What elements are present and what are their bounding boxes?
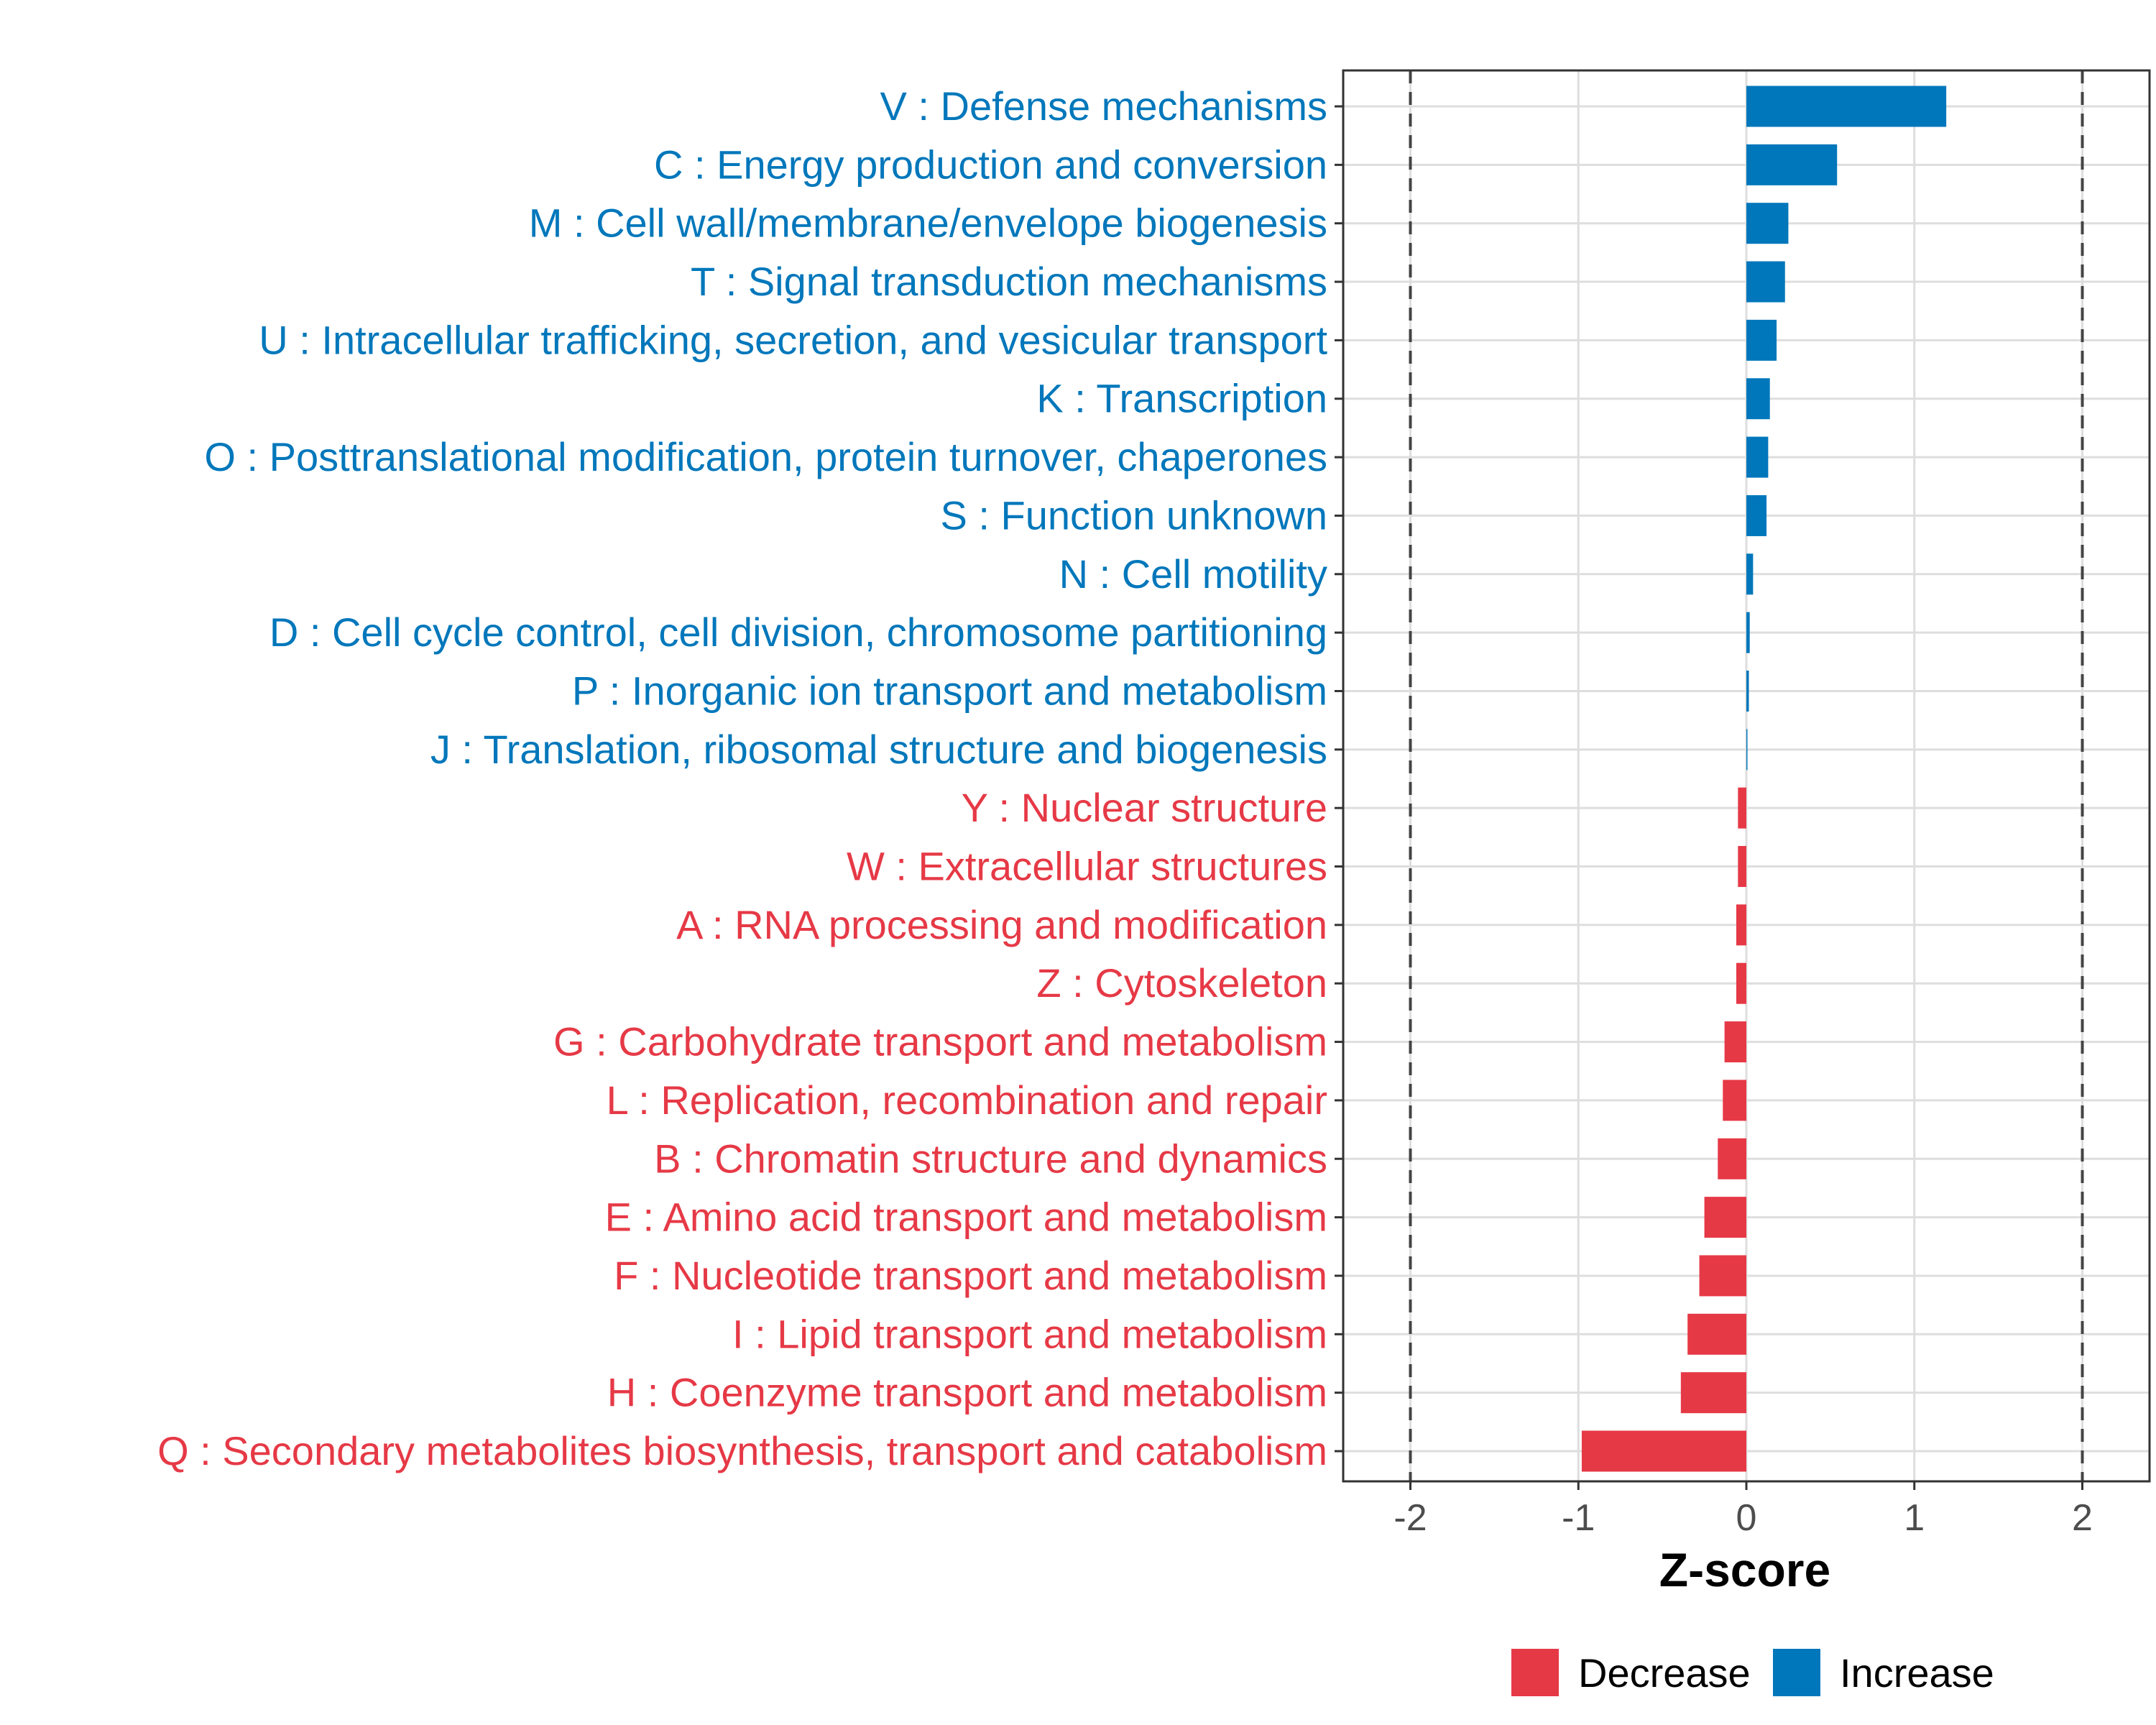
- category-label: A : RNA processing and modification: [676, 902, 1327, 947]
- bar-h: [1680, 1372, 1746, 1414]
- bar-q: [1581, 1430, 1746, 1472]
- bar-c: [1746, 144, 1838, 185]
- bar-g: [1724, 1021, 1746, 1063]
- category-label: U : Intracellular trafficking, secretion…: [259, 317, 1327, 362]
- category-label: S : Function unknown: [940, 492, 1327, 538]
- category-label: B : Chromatin structure and dynamics: [654, 1136, 1327, 1181]
- bar-l: [1723, 1080, 1746, 1121]
- bar-b: [1718, 1138, 1746, 1179]
- category-label: O : Posttranslational modification, prot…: [204, 434, 1327, 479]
- bar-p: [1746, 670, 1749, 712]
- x-tick-label: 0: [1736, 1497, 1757, 1539]
- category-label: I : Lipid transport and metabolism: [732, 1311, 1327, 1356]
- category-label: J : Translation, ribosomal structure and…: [430, 727, 1327, 772]
- bars: [1581, 86, 1947, 1472]
- category-label: M : Cell wall/membrane/envelope biogenes…: [529, 201, 1327, 246]
- bar-i: [1687, 1313, 1746, 1355]
- category-label: D : Cell cycle control, cell division, c…: [270, 610, 1327, 655]
- category-label: Z : Cytoskeleton: [1036, 960, 1327, 1006]
- bar-w: [1738, 846, 1746, 888]
- category-label: V : Defense mechanisms: [880, 83, 1327, 129]
- bar-a: [1736, 904, 1746, 946]
- bar-u: [1746, 319, 1777, 361]
- reference-lines: [1409, 70, 2084, 1481]
- category-label: P : Inorganic ion transport and metaboli…: [572, 668, 1327, 713]
- category-label: H : Coenzyme transport and metabolism: [607, 1370, 1327, 1415]
- bar-t: [1746, 261, 1785, 303]
- legend-label-increase: Increase: [1840, 1650, 1994, 1696]
- bar-k: [1746, 378, 1770, 420]
- category-label: W : Extracellular structures: [847, 844, 1327, 889]
- bar-o: [1746, 436, 1769, 478]
- legend-swatch-decrease: [1511, 1649, 1559, 1696]
- category-label: Q : Secondary metabolites biosynthesis, …: [157, 1428, 1327, 1473]
- category-label: T : Signal transduction mechanisms: [691, 259, 1327, 304]
- bar-e: [1704, 1197, 1746, 1238]
- legend-label-decrease: Decrease: [1578, 1650, 1751, 1696]
- bar-y: [1738, 787, 1746, 829]
- category-label: L : Replication, recombination and repai…: [607, 1077, 1327, 1123]
- legend: Decrease Increase: [1511, 1649, 1994, 1696]
- x-axis-title: Z-score: [1659, 1543, 1830, 1596]
- category-label: K : Transcription: [1036, 376, 1327, 421]
- bar-n: [1746, 553, 1754, 595]
- bar-d: [1746, 612, 1750, 653]
- bar-z: [1736, 962, 1746, 1004]
- category-label: E : Amino acid transport and metabolism: [605, 1195, 1327, 1240]
- category-label: F : Nucleotide transport and metabolism: [614, 1253, 1327, 1298]
- bar-j: [1746, 729, 1748, 770]
- category-label: G : Carbohydrate transport and metabolis…: [553, 1019, 1327, 1064]
- bar-s: [1746, 494, 1767, 536]
- category-labels: V : Defense mechanisms C : Energy product…: [157, 83, 1343, 1473]
- bar-f: [1699, 1255, 1746, 1297]
- bar-m: [1746, 203, 1789, 244]
- category-label: N : Cell motility: [1059, 551, 1327, 597]
- x-tick-label: 1: [1904, 1497, 1925, 1539]
- bar-v: [1746, 86, 1947, 127]
- x-tick-label: -2: [1393, 1497, 1427, 1539]
- x-axis-ticks: -2 -1 0 1 2: [1393, 1481, 2093, 1539]
- x-tick-label: -1: [1562, 1497, 1595, 1539]
- category-label: Y : Nuclear structure: [962, 785, 1327, 830]
- x-tick-label: 2: [2072, 1497, 2093, 1539]
- category-label: C : Energy production and conversion: [654, 142, 1327, 187]
- legend-swatch-increase: [1773, 1649, 1820, 1696]
